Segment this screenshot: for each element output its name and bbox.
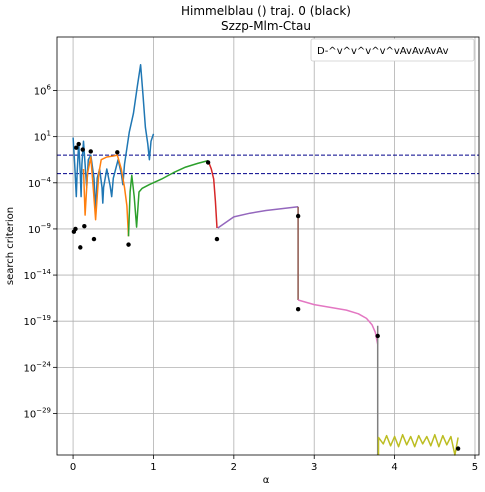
trajectory-points (71, 141, 461, 451)
chart-title: Himmelblau () traj. 0 (black) (181, 4, 351, 18)
trajectory-point (375, 333, 380, 339)
trajectory-point (115, 150, 120, 155)
chart-subtitle: Szzp-Mlm-Ctau (221, 19, 311, 33)
grid-lines (57, 37, 479, 455)
trajectory-point (82, 223, 87, 229)
x-tick-label: 3 (311, 462, 317, 473)
y-tick-label: 10−14 (23, 268, 51, 282)
legend: D-^v^v^v^v^vAvAvAvAv (310, 38, 475, 62)
y-tick-label: 10−19 (23, 314, 51, 328)
y-tick-label: 10−24 (23, 360, 51, 374)
trajectory-point (295, 307, 301, 312)
y-tick-label: 101 (34, 130, 51, 144)
trajectory-point (80, 147, 85, 152)
trajectory-point (214, 236, 220, 242)
series-line (297, 299, 379, 345)
series-line (127, 159, 209, 237)
series-line (207, 160, 218, 229)
trajectory-point (76, 141, 81, 147)
y-tick-label: 10−29 (23, 406, 51, 420)
y-tick-label: 10−9 (28, 222, 51, 236)
trajectory-point (205, 160, 211, 165)
x-tick-label: 1 (150, 462, 156, 473)
y-tick-label: 106 (34, 84, 52, 98)
x-tick-label: 2 (231, 462, 237, 473)
y-axis-ticks: 106 101 10−4 10−9 10−14 10−19 10−24 10−29 (23, 84, 57, 420)
x-tick-label: 0 (70, 462, 76, 473)
legend-entry: D-^v^v^v^v^vAvAvAvAv (317, 46, 449, 57)
trajectory-point (73, 226, 78, 232)
y-axis-label: search criterion (5, 207, 16, 285)
threshold-lines (57, 154, 479, 175)
x-axis-ticks: 0 1 2 3 4 5 (70, 455, 478, 473)
legend-box (310, 38, 475, 62)
trajectory-point (91, 236, 97, 242)
plot-frame (56, 36, 480, 456)
series-group (72, 63, 459, 456)
series-line (217, 206, 299, 229)
trajectory-point (74, 145, 79, 150)
series-line (82, 154, 130, 237)
x-axis-label: α (263, 475, 270, 486)
trajectory-point (78, 245, 83, 250)
trajectory-point (88, 149, 93, 154)
trajectory-point (126, 242, 131, 247)
x-tick-label: 4 (391, 462, 397, 473)
series-line (72, 63, 155, 212)
series-line (377, 433, 459, 456)
y-tick-label: 10−4 (28, 176, 52, 190)
trajectory-point (295, 213, 301, 219)
x-tick-label: 5 (472, 462, 478, 473)
trajectory-point (455, 446, 461, 451)
